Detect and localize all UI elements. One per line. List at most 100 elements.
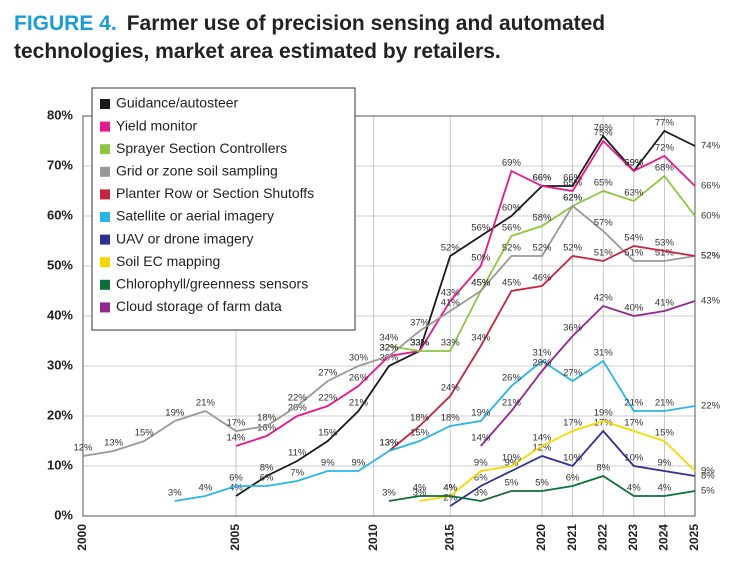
legend-swatch: [100, 121, 110, 132]
legend-swatch: [100, 144, 110, 155]
value-label: 54%: [624, 233, 644, 244]
value-label: 27%: [563, 368, 583, 379]
x-tick-label: 2020: [534, 524, 548, 551]
value-label: 77%: [655, 118, 675, 129]
value-label: 66%: [532, 173, 552, 184]
series-line: [235, 139, 696, 447]
y-tick-label: 60%: [47, 207, 73, 222]
value-label: 13%: [379, 438, 399, 449]
value-label: 14%: [471, 433, 491, 444]
value-label: 20%: [288, 403, 308, 414]
value-label: 62%: [563, 193, 583, 204]
value-label: 17%: [563, 418, 583, 429]
value-label: 34%: [471, 333, 491, 344]
series-line: [388, 245, 696, 452]
value-label: 15%: [318, 428, 338, 439]
x-tick-label: 2010: [366, 524, 380, 551]
value-label: 15%: [135, 428, 155, 439]
x-tick-label: 2005: [228, 524, 242, 551]
y-tick-label: 40%: [47, 307, 73, 322]
value-label: 6%: [229, 473, 243, 484]
value-label: 24%: [441, 383, 461, 394]
value-label: 52%: [532, 243, 552, 254]
value-label: 62%: [563, 193, 583, 204]
value-label: 75%: [594, 128, 614, 139]
value-label: 51%: [624, 248, 644, 259]
value-label: 4%: [658, 483, 672, 494]
x-tick-label: 2024: [657, 524, 671, 551]
legend-label: Sprayer Section Controllers: [116, 140, 287, 156]
series-line: [174, 359, 696, 502]
value-label: 50%: [471, 253, 491, 264]
x-tick-label: 2000: [75, 524, 89, 551]
legend-swatch: [100, 257, 110, 268]
value-label: 13%: [379, 438, 399, 449]
title-line: technologies, market area estimated by r…: [14, 40, 501, 63]
title-line: Farmer use of precision sensing and auto…: [127, 12, 605, 35]
value-label: 15%: [655, 428, 675, 439]
value-label: 12%: [532, 443, 552, 454]
legend-swatch: [100, 212, 110, 222]
value-label: 6%: [474, 473, 488, 484]
chart-title: Farmer use of precision sensing and auto…: [14, 12, 605, 63]
value-label: 15%: [410, 428, 430, 439]
value-label: 34%: [379, 333, 399, 344]
value-label: 9%: [321, 458, 335, 469]
value-label: 41%: [655, 298, 675, 309]
value-label: 19%: [165, 408, 185, 419]
value-label: 72%: [655, 143, 675, 154]
value-label: 76%: [594, 123, 614, 134]
value-label: 33%: [410, 338, 430, 349]
legend-label: UAV or drone imagery: [116, 230, 253, 246]
value-label: 30%: [379, 353, 399, 364]
value-label: 19%: [594, 408, 614, 419]
value-label: 6%: [566, 473, 580, 484]
value-label: 4%: [443, 483, 457, 494]
value-label: 31%: [532, 348, 552, 359]
value-label: 17%: [624, 418, 644, 429]
x-tick-label: 2022: [595, 524, 609, 551]
value-label: 22%: [288, 393, 308, 404]
x-tick-label: 2025: [687, 524, 701, 551]
y-tick-label: 0%: [54, 507, 73, 522]
series-line: [449, 429, 696, 507]
value-label: 46%: [532, 273, 552, 284]
value-label: 29%: [532, 358, 552, 369]
value-label: 60%: [701, 211, 721, 222]
value-label: 11%: [288, 448, 307, 459]
value-label: 66%: [701, 181, 721, 192]
value-label: 21%: [655, 398, 675, 409]
value-label: 14%: [226, 433, 246, 444]
x-tick-label: 2023: [626, 524, 640, 551]
series-line: [235, 129, 696, 497]
value-label: 6%: [260, 473, 274, 484]
value-label: 17%: [594, 418, 614, 429]
plot-border: [82, 115, 696, 517]
figure-label: FIGURE 4.: [14, 12, 117, 35]
value-label: 36%: [563, 323, 583, 334]
value-label: 32%: [379, 343, 399, 354]
value-label: 45%: [502, 278, 522, 289]
value-label: 5%: [505, 478, 519, 489]
value-label: 30%: [349, 353, 369, 364]
value-label: 4%: [199, 483, 213, 494]
value-label: 9%: [352, 458, 366, 469]
value-label: 21%: [349, 398, 369, 409]
value-label: 26%: [349, 373, 369, 384]
value-label: 51%: [594, 248, 614, 259]
x-tick-label: 2015: [442, 524, 456, 551]
series-line: [419, 420, 696, 502]
value-label: 3%: [413, 488, 427, 499]
legend-label: Cloud storage of farm data: [116, 298, 282, 314]
legend-swatch: [100, 189, 110, 200]
value-label: 33%: [410, 338, 430, 349]
value-label: 16%: [257, 423, 277, 434]
value-label: 52%: [502, 243, 522, 254]
value-label: 5%: [701, 486, 715, 497]
y-tick-label: 80%: [47, 107, 73, 122]
value-label: 18%: [441, 413, 461, 424]
value-label: 52%: [701, 251, 721, 262]
value-label: 32%: [379, 343, 399, 354]
legend-swatch: [100, 234, 110, 245]
